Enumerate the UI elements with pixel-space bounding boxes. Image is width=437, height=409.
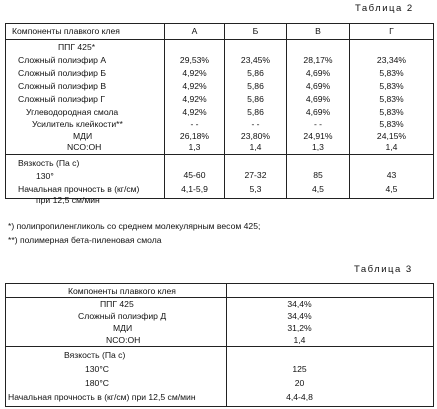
table3-body-divider [5, 346, 434, 347]
table2-cell: 4,69% [305, 68, 331, 78]
table2-header-col-a: А [191, 26, 198, 36]
table2-cell: 5,83% [379, 81, 404, 91]
table2-cell: 1,3 [312, 142, 324, 152]
table3-strength-label: Начальная прочность в (кг/см) при 12,5 с… [8, 392, 196, 402]
table2-col-divider-3 [286, 23, 287, 199]
table2-row-label: Усилитель клейкости** [32, 119, 123, 129]
table3-viscosity-value: 125 [292, 364, 307, 374]
table2-cell: - - [313, 119, 323, 129]
table3-title: Таблица 3 [354, 264, 413, 275]
table2-cell: 28,17% [303, 55, 333, 65]
table3-cell: 34,4% [287, 299, 312, 309]
table2-title: Таблица 2 [355, 3, 414, 14]
table2-top-border [5, 23, 434, 24]
table2-cell: 4,92% [182, 94, 207, 104]
table2-cell: 5,86 [247, 81, 264, 91]
table2-header-col-b: Б [252, 26, 259, 36]
table3-row-label: МДИ [113, 323, 133, 333]
table2-body-divider [5, 154, 434, 155]
table2-cell: 5,86 [247, 68, 264, 78]
table2-header-col-v: В [315, 26, 321, 36]
table2-cell: 5,86 [247, 94, 264, 104]
table2-strength-value: 4,5 [312, 184, 324, 194]
table3-header-divider [5, 297, 434, 298]
table2-viscosity-value: 43 [386, 170, 397, 180]
table3-bottom-border [5, 406, 434, 407]
table2-right-border [433, 23, 434, 199]
table2-row-label: Сложный полиэфир В [18, 81, 107, 91]
table2-viscosity-value: 45-60 [183, 170, 206, 180]
table2-cell: 5,83% [379, 119, 404, 129]
table2-cell: 29,53% [179, 55, 210, 65]
table2-col-divider-1 [164, 23, 165, 199]
table2-col-divider-4 [349, 23, 350, 199]
table3-col-divider [226, 283, 227, 407]
table2-cell: 5,83% [379, 107, 404, 117]
table3-strength-value: 4,4-4,8 [286, 392, 313, 402]
table2-cell: 5,83% [379, 68, 404, 78]
table3-viscosity-temp: 180°С [85, 378, 109, 388]
table2-row-label: Сложный полиэфир Б [18, 68, 106, 78]
table2-strength-label-2: при 12,5 см/мин [36, 195, 100, 205]
table2-viscosity-value: 85 [313, 170, 323, 180]
table3-right-border [433, 283, 434, 407]
table2-cell: 5,86 [247, 107, 264, 117]
table2-strength-label: Начальная прочность в (кг/см) [18, 184, 140, 194]
table2-cell: 23,45% [240, 55, 271, 65]
table2-viscosity-label: Вязкость (Па с) [18, 158, 80, 168]
table3-viscosity-temp: 130°С [85, 364, 109, 374]
table2-row-label: NCO:OH [67, 142, 102, 152]
table3-row-label: Сложный полиэфир Д [78, 311, 167, 321]
table2-cell: - - [190, 119, 199, 129]
table2-viscosity-value: 27-32 [244, 170, 267, 180]
table2-cell: 24,91% [303, 131, 333, 141]
table2-row-label: МДИ [73, 131, 93, 141]
table3-cell: 1,4 [293, 335, 306, 345]
table3-row-label: NCO:OH [106, 335, 141, 345]
table2-cell: 24,15% [376, 131, 407, 141]
table3-viscosity-label: Вязкость (Па с) [64, 350, 126, 360]
table2-header-divider [5, 39, 434, 40]
table2-row-label: ППГ 425* [58, 42, 96, 52]
table2-cell: 1,4 [249, 142, 262, 152]
table3-row-label: ППГ 425 [100, 299, 134, 309]
table2-cell: 4,69% [305, 81, 331, 91]
table2-cell: 4,69% [305, 107, 331, 117]
footnote: *) полипропиленгликоль со среднем молеку… [8, 221, 261, 231]
table3-cell: 34,4% [287, 311, 312, 321]
table2-strength-value: 5,3 [249, 184, 262, 194]
table2-cell: 1,4 [385, 142, 398, 152]
table2-row-label: Углеводородная смола [26, 107, 119, 117]
table3-header-components: Компоненты плавкого клея [68, 286, 176, 296]
table2-cell: 4,92% [182, 107, 207, 117]
footnote: **) полимерная бета-пиленовая смола [8, 235, 162, 245]
table2-row-label: Сложный полиэфир А [18, 55, 107, 65]
table2-col-divider-2 [224, 23, 225, 199]
table2-strength-value: 4,5 [385, 184, 398, 194]
table2-row-label: Сложный полиэфир Г [18, 94, 105, 104]
table2-strength-value: 4,1-5,9 [181, 184, 208, 194]
table2-header-components: Компоненты плавкого клея [12, 26, 120, 36]
table2-cell: - - [251, 119, 260, 129]
table2-cell: 26,18% [179, 131, 210, 141]
table2-viscosity-temp: 130° [36, 171, 54, 181]
table2-cell: 1,3 [188, 142, 201, 152]
table2-cell: 23,34% [376, 55, 407, 65]
table2-bottom-border [5, 198, 434, 199]
table3-viscosity-value: 20 [294, 378, 305, 388]
table3-left-border [5, 283, 6, 407]
table2-cell: 4,92% [182, 81, 207, 91]
table2-cell: 5,83% [379, 94, 404, 104]
table2-cell: 4,69% [305, 94, 331, 104]
table2-cell: 4,92% [182, 68, 207, 78]
table2-header-col-g: Г [389, 26, 394, 36]
table3-top-border [5, 283, 434, 284]
table2-cell: 23,80% [240, 131, 271, 141]
table2-left-border [5, 23, 6, 199]
table3-cell: 31,2% [287, 323, 312, 333]
